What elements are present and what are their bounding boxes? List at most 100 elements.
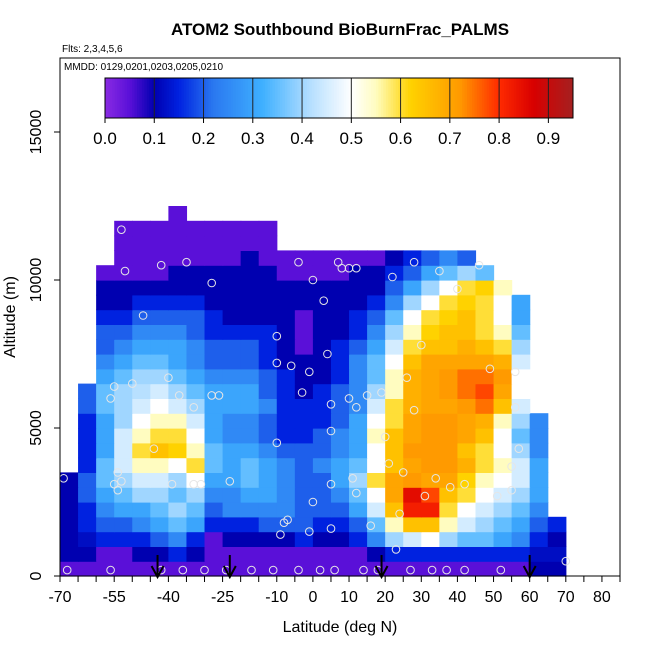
colorbar-segment bbox=[247, 78, 251, 118]
heatmap-cell bbox=[439, 442, 459, 459]
heatmap-cell bbox=[150, 516, 169, 533]
heatmap-cell bbox=[132, 265, 151, 281]
colorbar-segment bbox=[501, 78, 505, 118]
colorbar-segment bbox=[371, 78, 374, 118]
colorbar-segment bbox=[235, 78, 239, 118]
colorbar-segment bbox=[156, 78, 160, 118]
heatmap-cell bbox=[385, 354, 404, 370]
heatmap-cell bbox=[475, 324, 495, 340]
heatmap-cell bbox=[493, 324, 513, 340]
heatmap-cell bbox=[312, 413, 332, 429]
colorbar-segment bbox=[188, 78, 192, 118]
heatmap-cell bbox=[421, 516, 440, 533]
x-tick-label: 50 bbox=[485, 589, 503, 606]
heatmap-cell bbox=[511, 354, 531, 370]
colorbar-segment bbox=[385, 78, 389, 118]
heatmap-cell bbox=[493, 413, 513, 429]
heatmap-cell bbox=[114, 368, 133, 385]
heatmap-cell bbox=[493, 383, 513, 399]
sample-point bbox=[352, 488, 361, 498]
heatmap-cell bbox=[132, 354, 151, 370]
colorbar-segment bbox=[250, 78, 254, 118]
heatmap-cell bbox=[78, 472, 97, 488]
sample-point bbox=[189, 403, 198, 412]
heatmap-cell bbox=[276, 472, 296, 488]
colorbar-segment bbox=[469, 78, 473, 118]
heatmap-cell bbox=[475, 428, 495, 444]
sample-point bbox=[247, 565, 256, 575]
heatmap-cell bbox=[168, 561, 188, 577]
heatmap-cell bbox=[132, 368, 151, 385]
heatmap-cell bbox=[403, 531, 422, 547]
heatmap-cell bbox=[168, 442, 188, 459]
heatmap-cell bbox=[312, 457, 332, 473]
heatmap-cell bbox=[186, 250, 206, 266]
heatmap-cell bbox=[222, 354, 242, 370]
heatmap-cell bbox=[150, 309, 169, 325]
colorbar-segment bbox=[563, 78, 567, 118]
colorbar-segment bbox=[119, 78, 123, 118]
heatmap-cell bbox=[367, 294, 386, 311]
heatmap-cell bbox=[349, 324, 368, 340]
heatmap-cell bbox=[421, 413, 440, 429]
colorbar-segment bbox=[410, 78, 414, 118]
sample-point bbox=[326, 426, 336, 436]
sample-point bbox=[420, 491, 430, 501]
sample-point bbox=[453, 284, 462, 294]
heatmap-cell bbox=[114, 561, 133, 577]
colorbar-segment bbox=[427, 78, 431, 118]
heatmap-cell bbox=[132, 531, 151, 547]
heatmap-cell bbox=[168, 398, 188, 414]
heatmap-cell bbox=[222, 442, 242, 459]
heatmap-cell bbox=[493, 531, 513, 547]
y-tick-label: 15000 bbox=[28, 110, 45, 155]
colorbar-segment bbox=[129, 78, 133, 118]
heatmap-cell bbox=[204, 457, 224, 473]
heatmap-cell bbox=[475, 280, 495, 296]
colorbar-segment bbox=[341, 78, 345, 118]
heatmap-cell bbox=[240, 413, 260, 429]
sample-point bbox=[427, 565, 437, 575]
heatmap-cell bbox=[186, 368, 206, 385]
heatmap-cell bbox=[330, 265, 350, 281]
colorbar-segment bbox=[210, 78, 214, 118]
heatmap-cell bbox=[222, 502, 242, 518]
sample-point bbox=[294, 565, 303, 575]
heatmap-cell bbox=[294, 383, 314, 399]
heatmap-cell bbox=[457, 561, 477, 577]
colorbar-tick-label: 0.1 bbox=[142, 129, 166, 148]
colorbar-segment bbox=[457, 78, 461, 118]
colorbar-segment bbox=[496, 78, 500, 118]
colorbar-segment bbox=[558, 78, 562, 118]
heatmap-cell bbox=[385, 546, 404, 562]
colorbar-segment bbox=[329, 78, 333, 118]
plot-frame bbox=[59, 57, 621, 577]
heatmap-cell bbox=[511, 516, 531, 533]
heatmap-cell bbox=[312, 339, 332, 355]
heatmap-cells bbox=[60, 206, 567, 577]
colorbar-segment bbox=[124, 78, 128, 118]
sample-point bbox=[485, 364, 495, 374]
heatmap-cell bbox=[457, 487, 477, 503]
sample-point bbox=[359, 565, 368, 575]
colorbar-segment bbox=[225, 78, 229, 118]
heatmap-cell bbox=[240, 516, 260, 533]
colorbar-tick-label: 0.9 bbox=[537, 129, 561, 148]
colorbar-segment bbox=[151, 78, 155, 118]
colorbar-segment bbox=[114, 78, 118, 118]
heatmap-cell bbox=[168, 354, 188, 370]
sample-point bbox=[402, 373, 412, 383]
heatmap-cell bbox=[294, 442, 314, 459]
colorbar-segment bbox=[390, 78, 394, 118]
heatmap-cell bbox=[186, 339, 206, 355]
sample-point bbox=[442, 565, 451, 575]
colorbar-tick-label: 0.4 bbox=[290, 129, 314, 148]
colorbar-tick-label: 0.2 bbox=[192, 129, 216, 148]
colorbar-segment bbox=[309, 78, 313, 118]
heatmap-cell bbox=[78, 516, 97, 533]
colorbar-segment bbox=[437, 78, 441, 118]
sample-point bbox=[398, 468, 408, 477]
heatmap-cell bbox=[132, 487, 151, 503]
heatmap-cell bbox=[493, 354, 513, 370]
heatmap-cell bbox=[330, 516, 350, 533]
